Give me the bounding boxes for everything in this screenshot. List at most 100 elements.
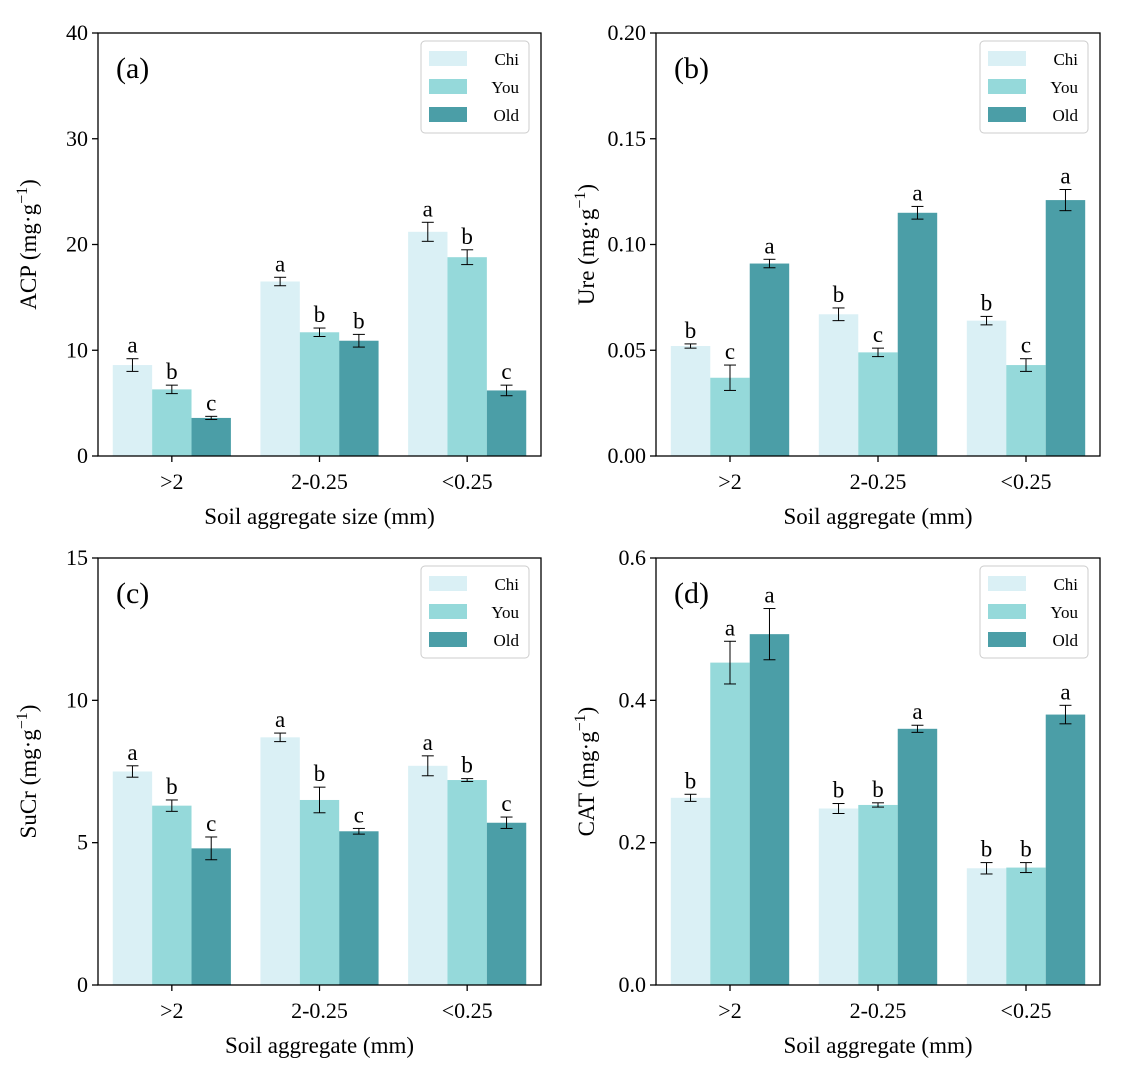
y-axis-title: Ure (mg·g−1) — [572, 184, 599, 305]
error-bar-old-3 — [500, 816, 513, 829]
x-axis-title: Soil aggregate (mm) — [783, 1033, 972, 1058]
y-tick-label: 5 — [77, 830, 88, 855]
bar-you-3 — [1006, 867, 1046, 985]
bar-old-3 — [486, 390, 527, 456]
legend-label-chi: Chi — [494, 575, 519, 594]
legend-swatch-you — [429, 604, 467, 619]
bar-old-2 — [339, 340, 379, 456]
x-tick-label: 2-0.25 — [291, 998, 348, 1023]
y-tick-label: 0.10 — [608, 232, 647, 257]
x-axis-title: Soil aggregate (mm) — [225, 1033, 414, 1058]
significance-letter: a — [275, 251, 285, 276]
x-tick-label: >2 — [718, 469, 741, 494]
panel-label: (c) — [116, 577, 149, 610]
error-bar-chi-1 — [126, 765, 139, 778]
bar-chi-1 — [112, 365, 153, 456]
bar-chi-3 — [966, 320, 1007, 456]
bar-old-1 — [749, 634, 790, 985]
legend: Chi You Old — [420, 565, 530, 659]
y-tick-label: 15 — [66, 545, 88, 570]
x-tick-label: >2 — [160, 998, 183, 1023]
significance-letter: b — [353, 308, 365, 333]
x-axis-title: Soil aggregate (mm) — [783, 504, 972, 529]
error-bar-old-2 — [911, 724, 924, 733]
x-tick-label: >2 — [160, 469, 183, 494]
x-tick-label: <0.25 — [1001, 998, 1052, 1023]
error-bar-chi-2 — [832, 803, 845, 814]
legend-swatch-old — [429, 107, 467, 122]
bar-chi-2 — [260, 737, 300, 985]
bar-you-3 — [447, 257, 487, 456]
significance-letter: a — [764, 583, 774, 608]
y-tick-label: 0.20 — [608, 20, 647, 45]
legend: Chi You Old — [979, 565, 1089, 659]
x-tick-label: <0.25 — [1001, 469, 1052, 494]
bar-you-1 — [152, 389, 192, 456]
bar-chi-2 — [260, 281, 300, 456]
significance-letter: b — [166, 774, 178, 799]
y-tick-label: 0.4 — [619, 687, 647, 712]
significance-letter: b — [166, 359, 178, 384]
x-tick-label: <0.25 — [442, 998, 493, 1023]
significance-letter: b — [833, 282, 845, 307]
significance-letter: c — [873, 322, 883, 347]
y-tick-label: 30 — [66, 126, 88, 151]
bar-old-2 — [897, 728, 938, 985]
significance-letter: c — [206, 390, 216, 415]
legend-label-chi: Chi — [1053, 50, 1078, 69]
legend-swatch-chi — [988, 576, 1026, 591]
y-tick-label: 0.2 — [619, 830, 647, 855]
y-tick-label: 0 — [77, 443, 88, 468]
significance-letter: c — [1021, 333, 1031, 358]
bar-you-3 — [447, 780, 487, 985]
bar-old-3 — [1045, 200, 1086, 456]
significance-letter: a — [912, 699, 922, 724]
legend-label-old: Old — [1053, 106, 1079, 125]
error-bar-old-2 — [352, 333, 365, 348]
significance-letter: b — [314, 761, 326, 786]
y-tick-label: 0.15 — [608, 126, 647, 151]
bar-chi-2 — [818, 314, 859, 456]
bar-you-1 — [152, 805, 192, 985]
significance-letter: b — [314, 302, 326, 327]
significance-letter: b — [981, 290, 993, 315]
error-bar-old-1 — [763, 258, 776, 269]
significance-letter: c — [725, 339, 735, 364]
y-tick-label: 0.0 — [619, 972, 647, 997]
bar-chi-1 — [670, 797, 711, 985]
y-tick-label: 10 — [66, 687, 88, 712]
legend-label-you: You — [1050, 78, 1078, 97]
y-tick-label: 10 — [66, 337, 88, 362]
significance-letter: a — [1060, 679, 1070, 704]
panel-label: (d) — [674, 577, 709, 610]
bar-you-2 — [299, 332, 340, 456]
error-bar-you-3 — [461, 778, 474, 782]
significance-letter: a — [764, 233, 774, 258]
y-tick-label: 0.00 — [608, 443, 647, 468]
legend-swatch-you — [429, 79, 467, 94]
error-bar-old-2 — [911, 205, 924, 220]
legend-swatch-old — [429, 632, 467, 647]
error-bar-chi-3 — [980, 315, 993, 326]
panel-label: (b) — [674, 52, 709, 85]
y-axis-title: SuCr (mg·g−1) — [14, 705, 41, 839]
bar-you-2 — [858, 804, 898, 985]
significance-letter: a — [725, 615, 735, 640]
legend: Chi You Old — [420, 40, 530, 134]
legend-label-old: Old — [494, 631, 520, 650]
bar-chi-1 — [670, 346, 711, 456]
significance-letter: a — [423, 196, 433, 221]
error-bar-chi-1 — [126, 358, 139, 372]
y-tick-label: 0 — [77, 972, 88, 997]
y-axis-title: ACP (mg·g−1) — [14, 179, 41, 310]
significance-letter: b — [833, 778, 845, 803]
bar-old-1 — [749, 263, 790, 456]
error-bar-old-1 — [205, 836, 218, 861]
error-bar-you-2 — [872, 802, 884, 808]
significance-letter: c — [206, 811, 216, 836]
legend-swatch-old — [988, 632, 1026, 647]
error-bar-you-1 — [724, 640, 736, 685]
error-bar-chi-1 — [684, 793, 697, 802]
bar-chi-3 — [408, 231, 448, 456]
